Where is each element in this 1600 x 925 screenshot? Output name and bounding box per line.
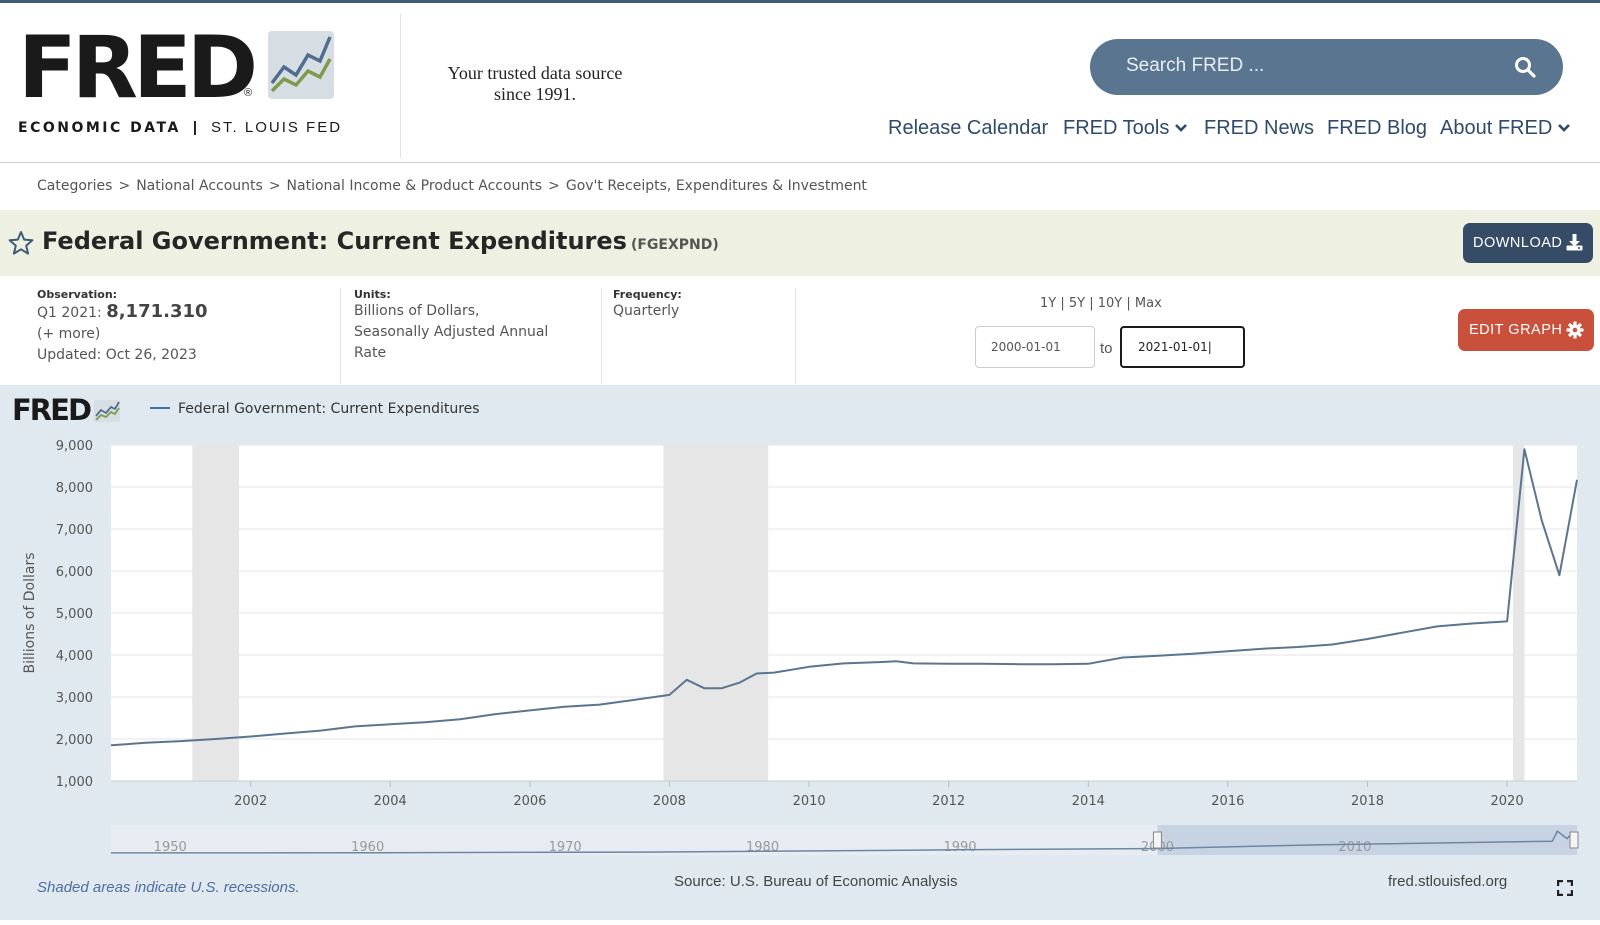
fred-url[interactable]: fred.stlouisfed.org xyxy=(1388,873,1508,890)
range-max[interactable]: Max xyxy=(1134,296,1162,311)
meta-divider xyxy=(601,288,602,384)
series-id: (FGEXPND) xyxy=(630,237,719,253)
graph-panel: 1,000 2,000 3,000 4,000 5,000 6,000 7,000 8,000… xyxy=(0,385,1600,920)
series-title-bar: Federal Government: Current Expenditures… xyxy=(0,210,1600,276)
breadcrumb: Categories > National Accounts > National In… xyxy=(37,178,867,194)
observation-value: Q1 2021: 8,171.310 xyxy=(37,301,208,322)
logo-graph-icon xyxy=(268,31,334,99)
site-header: FRED ® ECONOMIC DATA | ST. LOUIS FED Your … xyxy=(0,3,1600,163)
navigator-handle xyxy=(1152,831,1162,849)
x-tick-label: 2020 xyxy=(1491,794,1524,809)
source-note: Source: U.S. Bureau of Economic Analysis xyxy=(674,873,958,890)
navigator-selection xyxy=(1157,825,1577,855)
meta-divider xyxy=(795,288,796,384)
breadcrumb-item[interactable]: National Income & Product Accounts xyxy=(286,178,543,194)
navigator-series xyxy=(110,830,1573,854)
registered-mark: ® xyxy=(244,87,253,99)
observation-block: Observation: Q1 2021: 8,171.310 (+ more)… xyxy=(37,288,208,366)
y-tick-label: 2,000 xyxy=(56,733,93,748)
line-chart[interactable]: 1,000 2,000 3,000 4,000 5,000 6,000 7,000 8,000… xyxy=(0,385,1600,920)
edit-graph-button[interactable]: EDIT GRAPH xyxy=(1458,309,1594,351)
x-tick-label: 2016 xyxy=(1211,794,1244,809)
x-tick-label: 2012 xyxy=(932,794,965,809)
y-tick-label: 1,000 xyxy=(56,775,93,790)
to-label: to xyxy=(1100,340,1113,357)
star-icon[interactable] xyxy=(8,230,34,256)
search-input[interactable]: Search FRED ... xyxy=(1126,55,1265,76)
series-title: Federal Government: Current Expenditures… xyxy=(42,227,719,255)
range-10y[interactable]: 10Y xyxy=(1097,296,1123,311)
fred-logo[interactable]: FRED ® ECONOMIC DATA | ST. LOUIS FED xyxy=(18,25,400,145)
start-date-input[interactable]: 2000-01-01 xyxy=(975,326,1095,368)
download-button[interactable]: DOWNLOAD xyxy=(1463,223,1593,263)
end-date-input[interactable]: 2021-01-01| xyxy=(1120,326,1245,368)
tagline: Your trusted data source since 1991. xyxy=(447,63,623,104)
graph-fred-logo: FRED xyxy=(12,393,121,427)
x-tick-label: 2006 xyxy=(513,794,546,809)
y-tick-label: 9,000 xyxy=(56,439,93,454)
chart-legend: Federal Government: Current Expenditures xyxy=(150,401,480,417)
frequency-label: Frequency: xyxy=(613,288,682,301)
observation-label: Observation: xyxy=(37,288,118,301)
more-link[interactable]: (+ more) xyxy=(37,326,101,342)
nav-fred-news[interactable]: FRED News xyxy=(1204,117,1315,139)
x-tick-label: 2018 xyxy=(1351,794,1384,809)
search-box[interactable]: Search FRED ... xyxy=(1090,39,1563,95)
nav-fred-tools[interactable]: FRED Tools xyxy=(1063,117,1188,140)
units-value: Billions of Dollars, Seasonally Adjusted… xyxy=(354,303,549,361)
fullscreen-icon[interactable] xyxy=(1557,880,1573,896)
logo-wordmark: FRED xyxy=(18,18,258,118)
navigator-tick-label: 1980 xyxy=(746,840,779,855)
gear-icon xyxy=(1566,321,1584,339)
search-icon[interactable] xyxy=(1513,55,1537,79)
breadcrumb-item[interactable]: Gov't Receipts, Expenditures & Investmen… xyxy=(565,178,867,194)
y-tick-label: 3,000 xyxy=(56,691,93,706)
header-divider xyxy=(400,13,401,158)
navigator-tick-label: 1960 xyxy=(351,840,384,855)
x-tick-label: 2002 xyxy=(234,794,267,809)
nav-fred-blog[interactable]: FRED Blog xyxy=(1327,117,1428,139)
frequency-value: Quarterly xyxy=(613,303,680,319)
chevron-down-icon xyxy=(1558,124,1571,132)
x-tick-label: 2004 xyxy=(374,794,407,809)
breadcrumb-item[interactable]: Categories xyxy=(37,178,113,194)
legend-swatch xyxy=(150,407,170,409)
frequency-block: Frequency: Quarterly xyxy=(613,288,682,322)
navigator-tick-label: 2010 xyxy=(1338,840,1371,855)
units-block: Units: Billions of Dollars, Seasonally A… xyxy=(354,288,548,364)
navigator-tick-label: 1990 xyxy=(943,840,976,855)
navigator-handle xyxy=(1569,831,1579,849)
x-tick-label: 2010 xyxy=(793,794,826,809)
y-axis-label: Billions of Dollars xyxy=(22,552,38,673)
nav-release-calendar[interactable]: Release Calendar xyxy=(888,117,1049,139)
top-accent-bar xyxy=(0,0,1600,3)
nav-about-fred[interactable]: About FRED xyxy=(1440,117,1571,140)
y-tick-label: 7,000 xyxy=(56,523,93,538)
recession-note: Shaded areas indicate U.S. recessions. xyxy=(37,879,300,896)
range-links: 1Y | 5Y | 10Y | Max xyxy=(1040,296,1162,311)
breadcrumb-item[interactable]: National Accounts xyxy=(136,178,263,194)
y-tick-label: 4,000 xyxy=(56,649,93,664)
download-icon xyxy=(1566,234,1583,251)
logo-graph-icon xyxy=(94,400,121,422)
units-label: Units: xyxy=(354,288,391,301)
navigator-tick-label: 1970 xyxy=(549,840,582,855)
y-tick-label: 6,000 xyxy=(56,565,93,580)
y-tick-label: 5,000 xyxy=(56,607,93,622)
y-tick-label: 8,000 xyxy=(56,481,93,496)
navigator-tick-label: 1950 xyxy=(154,840,187,855)
series-line xyxy=(110,448,1578,747)
range-5y[interactable]: 5Y xyxy=(1068,296,1086,311)
chevron-down-icon xyxy=(1175,124,1188,132)
updated-date: Updated: Oct 26, 2023 xyxy=(37,347,197,363)
legend-label: Federal Government: Current Expenditures xyxy=(178,401,480,417)
x-tick-label: 2014 xyxy=(1072,794,1105,809)
range-1y[interactable]: 1Y xyxy=(1040,296,1057,311)
x-tick-label: 2008 xyxy=(653,794,686,809)
logo-subtitle: ECONOMIC DATA | ST. LOUIS FED xyxy=(18,119,343,136)
meta-divider xyxy=(340,288,341,384)
